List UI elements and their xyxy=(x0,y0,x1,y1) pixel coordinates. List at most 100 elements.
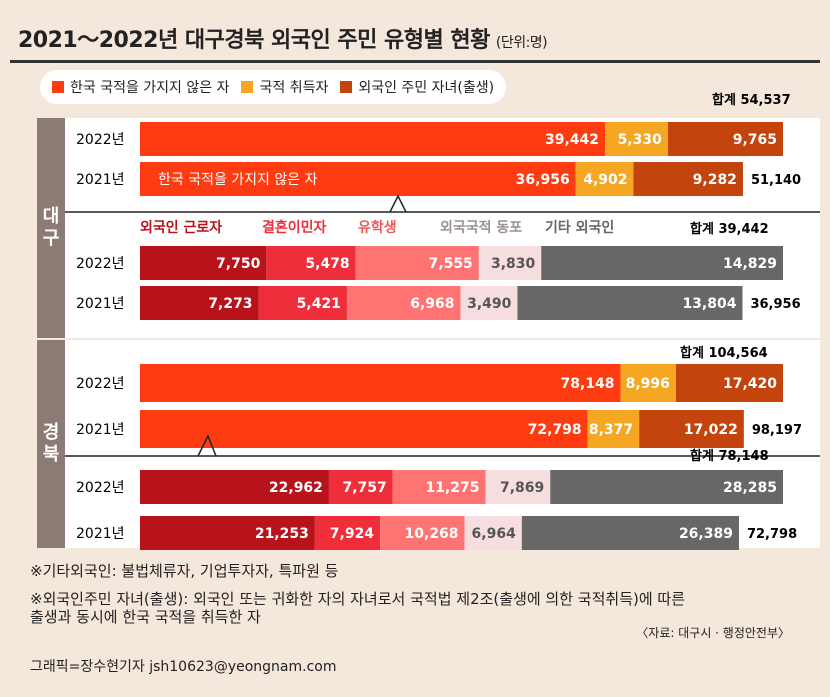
bar-value-label: 4,902 xyxy=(583,172,627,188)
bar-segment xyxy=(140,470,329,504)
zoom-connector-mark xyxy=(389,194,407,213)
row-total-label: 51,140 xyxy=(751,173,801,188)
total-label: 합계 78,148 xyxy=(690,448,769,464)
bar-value-label: 8,996 xyxy=(626,376,670,392)
bar-segment xyxy=(328,470,393,504)
row-total-label: 98,197 xyxy=(752,423,802,438)
bar-segment xyxy=(478,246,542,280)
title-underline xyxy=(10,20,820,63)
bar-value-label: 39,442 xyxy=(545,132,599,148)
legend-item-children: 외국인 주민 자녀(출생) xyxy=(340,77,494,97)
bar-segment xyxy=(639,410,744,448)
bar-segment xyxy=(346,286,461,320)
region-label-daegu: 대 구 xyxy=(37,118,65,338)
bar-segment xyxy=(392,470,486,504)
bar-segment xyxy=(140,162,576,196)
graphic-credit: 그래픽=장수현기자 jsh10623@yeongnam.com xyxy=(30,659,337,675)
bar-value-label: 7,750 xyxy=(216,256,261,272)
bar-value-label: 9,765 xyxy=(733,132,777,148)
bar-value-label: 5,330 xyxy=(618,132,663,148)
bar-value-label: 8,377 xyxy=(589,422,633,438)
bar-value-label: 5,421 xyxy=(297,296,341,312)
bar-segment xyxy=(620,364,676,402)
bar-value-label: 7,757 xyxy=(342,480,386,496)
year-label: 2022년 xyxy=(76,480,125,496)
bar-segment xyxy=(575,162,634,196)
series-header-label: 외국국적 동포 xyxy=(440,219,522,236)
bar-segment xyxy=(550,470,783,504)
series-header-label: 결혼이민자 xyxy=(262,219,327,236)
total-label: 합계 54,537 xyxy=(712,92,791,108)
bar-value-label: 3,830 xyxy=(491,256,536,272)
legend: 한국 국적을 가지지 않은 자 국적 취득자 외국인 주민 자녀(출생) xyxy=(40,70,507,104)
bar-segment xyxy=(140,122,606,156)
bar-value-label: 13,804 xyxy=(682,296,736,312)
bar-value-label: 5,478 xyxy=(305,256,349,272)
year-label: 2021년 xyxy=(76,526,125,542)
bar-segment xyxy=(140,364,621,402)
bar-segment xyxy=(541,246,783,280)
bar-segment xyxy=(140,246,267,280)
chart-title: 2021～2022년 대구경북 외국인 주민 유형별 현황 (단위:명) xyxy=(18,28,548,53)
bar-segment xyxy=(140,516,315,550)
bar-segment xyxy=(675,364,783,402)
legend-item-naturalized: 국적 취득자 xyxy=(241,77,328,97)
bar-value-label: 17,420 xyxy=(723,376,777,392)
bar-value-label: 7,273 xyxy=(208,296,252,312)
legend-item-non-citizen: 한국 국적을 가지지 않은 자 xyxy=(52,77,229,97)
row-total-label: 72,798 xyxy=(747,527,797,542)
bar-segment xyxy=(605,122,668,156)
source-label: 〈자료: 대구시 · 행정안전부〉 xyxy=(636,626,790,640)
bar-value-label: 7,924 xyxy=(330,526,375,542)
bar-value-label: 9,282 xyxy=(693,172,737,188)
year-label: 2022년 xyxy=(76,376,125,392)
bar-segment xyxy=(258,286,347,320)
bar-value-label: 3,490 xyxy=(467,296,512,312)
bar-segment xyxy=(464,516,522,550)
row-total-label: 36,956 xyxy=(750,297,800,312)
bar-value-label: 78,148 xyxy=(561,376,615,392)
bar-value-label: 7,555 xyxy=(429,256,473,272)
bar-value-label: 22,962 xyxy=(269,480,323,496)
year-label: 2021년 xyxy=(76,172,125,188)
bar-segment xyxy=(667,122,783,156)
zoom-connector-mark xyxy=(197,434,217,457)
bar-value-label: 6,964 xyxy=(472,526,517,542)
series-header-label: 외국인 근로자 xyxy=(140,219,222,236)
note-children-cont: 출생과 동시에 한국 국적을 취득한 자 xyxy=(30,608,261,626)
bar-segment xyxy=(355,246,479,280)
bar-segment xyxy=(380,516,465,550)
bar-segment xyxy=(266,246,356,280)
unit-label: (단위:명) xyxy=(495,35,548,51)
legend-swatch xyxy=(340,81,353,93)
legend-swatch xyxy=(52,81,64,93)
bar-segment xyxy=(314,516,381,550)
year-label: 2021년 xyxy=(76,296,125,312)
total-label: 합계 104,564 xyxy=(680,345,768,361)
bar-segment xyxy=(140,410,588,448)
bar-value-label: 14,829 xyxy=(723,256,777,272)
bar-segment xyxy=(485,470,551,504)
bar-value-label: 72,798 xyxy=(528,422,582,438)
bar-segment xyxy=(633,162,743,196)
year-label: 2022년 xyxy=(76,256,125,272)
note-other-foreigners: ※기타외국인: 불법체류자, 기업투자자, 특파원 등 xyxy=(30,562,339,580)
bar-annotation: 한국 국적을 가지지 않은 자 xyxy=(158,172,318,188)
bar-segment xyxy=(517,286,743,320)
bar-value-label: 11,275 xyxy=(425,480,479,496)
bar-segment xyxy=(140,286,259,320)
bar-value-label: 36,956 xyxy=(516,172,570,188)
year-label: 2021년 xyxy=(76,422,125,438)
bar-segment xyxy=(587,410,640,448)
bar-value-label: 6,968 xyxy=(410,296,454,312)
bar-value-label: 28,285 xyxy=(723,480,777,496)
series-header-label: 유학생 xyxy=(358,220,397,236)
bar-value-label: 21,253 xyxy=(255,526,309,542)
note-children: ※외국인주민 자녀(출생): 외국인 또는 귀화한 자의 자녀로서 국적법 제2… xyxy=(30,590,686,608)
series-header-label: 기타 외국인 xyxy=(545,219,614,236)
legend-swatch xyxy=(241,81,254,93)
bar-segment xyxy=(521,516,739,550)
bar-value-label: 26,389 xyxy=(679,526,733,542)
region-label-gyeongbuk: 경 북 xyxy=(37,340,65,548)
